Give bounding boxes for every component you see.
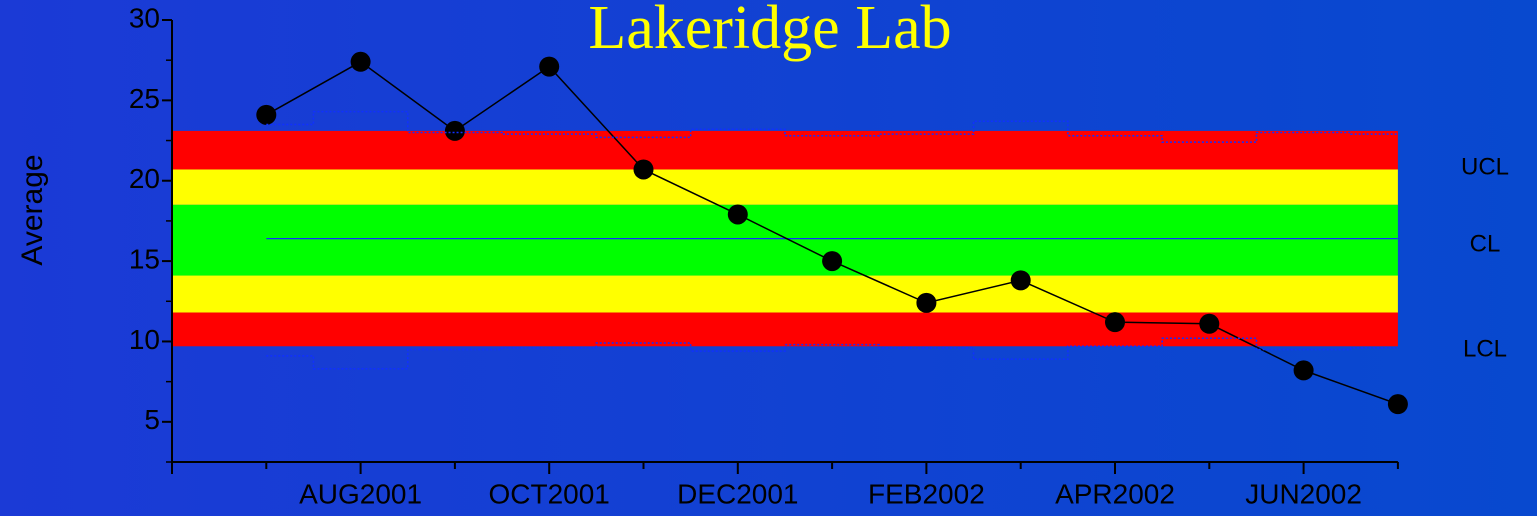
y-tick-label: 25 [129, 83, 160, 114]
y-tick-label: 30 [129, 2, 160, 33]
data-point [822, 251, 843, 272]
data-point [633, 159, 654, 180]
data-point [444, 120, 465, 141]
data-point [1010, 270, 1031, 291]
x-tick-label: DEC2001 [677, 478, 798, 509]
y-tick-label: 10 [129, 324, 160, 355]
y-tick-label: 5 [144, 404, 160, 435]
data-point [256, 104, 277, 125]
control-zone [172, 312, 1398, 347]
limit-step-line [266, 337, 1398, 370]
data-point [1293, 360, 1314, 381]
limit-label: UCL [1461, 153, 1509, 180]
limit-label: LCL [1463, 335, 1507, 362]
x-tick-label: JUN2002 [1245, 478, 1362, 509]
x-tick-label: APR2002 [1055, 478, 1175, 509]
plot-area: 5 10 15 20 25 30 AUG2001 OCT2001 DEC2001 FEB2002 A… [129, 2, 1408, 509]
control-zone [172, 130, 1398, 170]
x-tick-label: OCT2001 [488, 478, 609, 509]
data-point [727, 204, 748, 225]
data-point [916, 292, 937, 313]
control-zone [172, 275, 1398, 313]
chart-title: Lakeridge Lab [588, 0, 951, 62]
data-point [539, 56, 560, 77]
y-tick-label: 15 [129, 243, 160, 274]
data-point [1105, 312, 1125, 333]
x-tick-label: FEB2002 [868, 478, 985, 509]
x-tick-label: AUG2001 [299, 478, 422, 509]
data-point [1199, 313, 1220, 334]
y-axis-label: Average [16, 154, 49, 265]
y-tick-label: 20 [129, 163, 160, 194]
control-zone [172, 204, 1398, 276]
data-point [1387, 394, 1408, 415]
limit-label: CL [1470, 230, 1501, 257]
control-zone [172, 169, 1398, 205]
data-point [350, 51, 371, 72]
